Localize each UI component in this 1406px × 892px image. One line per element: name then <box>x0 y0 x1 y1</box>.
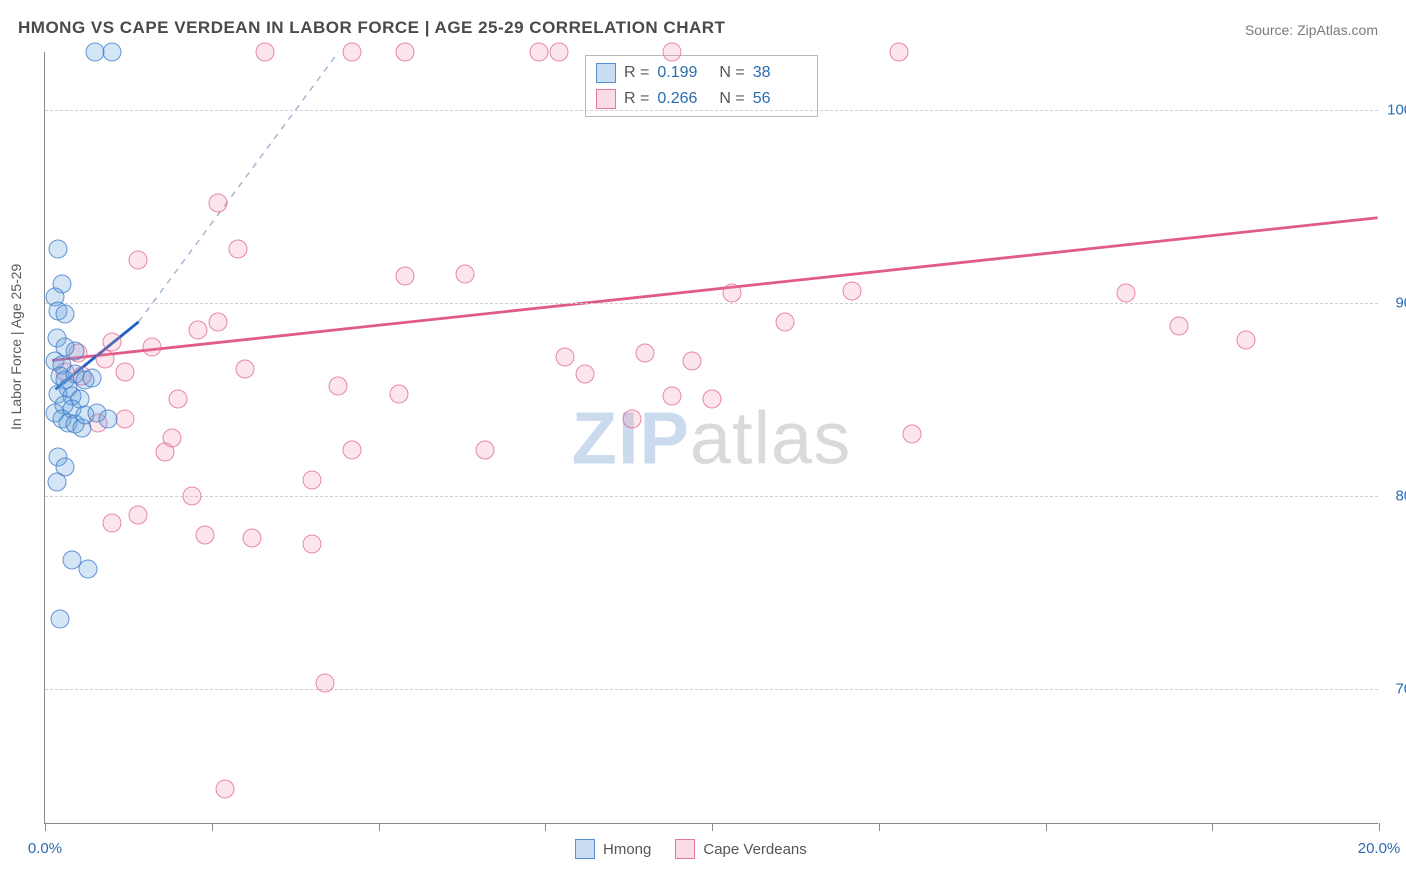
scatter-point <box>56 305 75 324</box>
x-tick <box>1046 823 1047 831</box>
scatter-point <box>556 347 575 366</box>
scatter-point <box>1116 284 1135 303</box>
scatter-point <box>576 365 595 384</box>
chart-title: HMONG VS CAPE VERDEAN IN LABOR FORCE | A… <box>18 18 725 38</box>
series-legend: Hmong Cape Verdeans <box>575 839 807 859</box>
scatter-point <box>622 409 641 428</box>
scatter-point <box>456 264 475 283</box>
x-tick <box>212 823 213 831</box>
scatter-point <box>96 349 115 368</box>
x-tick <box>379 823 380 831</box>
scatter-point <box>156 442 175 461</box>
x-tick <box>712 823 713 831</box>
scatter-point <box>209 193 228 212</box>
scatter-point <box>82 369 101 388</box>
scatter-point <box>48 473 67 492</box>
scatter-point <box>529 43 548 62</box>
scatter-point <box>396 43 415 62</box>
scatter-point <box>889 43 908 62</box>
scatter-point <box>196 525 215 544</box>
scatter-point <box>49 239 68 258</box>
scatter-point <box>316 674 335 693</box>
scatter-point <box>79 560 98 579</box>
scatter-point <box>302 471 321 490</box>
scatter-point <box>476 440 495 459</box>
scatter-point <box>216 780 235 799</box>
scatter-point <box>342 440 361 459</box>
legend-label: Cape Verdeans <box>703 841 806 858</box>
scatter-point <box>662 43 681 62</box>
scatter-point <box>102 513 121 532</box>
scatter-point <box>329 376 348 395</box>
scatter-point <box>302 535 321 554</box>
scatter-point <box>549 43 568 62</box>
scatter-point <box>142 338 161 357</box>
scatter-point <box>182 486 201 505</box>
scatter-point <box>50 610 69 629</box>
scatter-point <box>389 384 408 403</box>
scatter-point <box>723 284 742 303</box>
scatter-point <box>229 239 248 258</box>
scatter-point <box>703 390 722 409</box>
scatter-point <box>102 332 121 351</box>
scatter-point <box>256 43 275 62</box>
source-label: Source: ZipAtlas.com <box>1245 22 1378 38</box>
x-tick-label: 0.0% <box>28 840 62 857</box>
y-tick-label: 70.0% <box>1383 680 1406 697</box>
scatter-point <box>116 363 135 382</box>
scatter-point <box>129 506 148 525</box>
scatter-point <box>342 43 361 62</box>
gridline <box>45 110 1378 111</box>
scatter-point <box>843 282 862 301</box>
scatter-point <box>396 266 415 285</box>
x-tick <box>45 823 46 831</box>
legend-swatch <box>596 63 616 83</box>
scatter-point <box>129 251 148 270</box>
y-axis-label: In Labor Force | Age 25-29 <box>8 264 24 430</box>
stats-legend-row: R = 0.199N = 38 <box>596 60 807 86</box>
trend-lines <box>45 52 1378 823</box>
y-tick-label: 80.0% <box>1383 487 1406 504</box>
x-tick-label: 20.0% <box>1358 840 1401 857</box>
legend-swatch <box>596 89 616 109</box>
stats-legend-row: R = 0.266N = 56 <box>596 86 807 112</box>
legend-item: Hmong <box>575 839 651 859</box>
scatter-point <box>903 425 922 444</box>
legend-item: Cape Verdeans <box>675 839 806 859</box>
x-tick <box>879 823 880 831</box>
scatter-point <box>102 43 121 62</box>
scatter-point <box>776 313 795 332</box>
x-tick <box>545 823 546 831</box>
x-tick <box>1212 823 1213 831</box>
gridline <box>45 303 1378 304</box>
scatter-point <box>1169 317 1188 336</box>
scatter-point <box>236 359 255 378</box>
scatter-point <box>242 529 261 548</box>
scatter-point <box>209 313 228 332</box>
scatter-point <box>116 409 135 428</box>
gridline <box>45 496 1378 497</box>
chart-plot-area: ZIPatlas R = 0.199N = 38R = 0.266N = 56 … <box>44 52 1378 824</box>
x-tick <box>1379 823 1380 831</box>
scatter-point <box>99 409 118 428</box>
legend-swatch <box>675 839 695 859</box>
y-tick-label: 90.0% <box>1383 294 1406 311</box>
scatter-point <box>636 344 655 363</box>
scatter-point <box>189 320 208 339</box>
scatter-point <box>662 386 681 405</box>
stats-legend: R = 0.199N = 38R = 0.266N = 56 <box>585 55 818 117</box>
scatter-point <box>1236 330 1255 349</box>
scatter-point <box>169 390 188 409</box>
gridline <box>45 689 1378 690</box>
scatter-point <box>682 351 701 370</box>
y-tick-label: 100.0% <box>1383 101 1406 118</box>
legend-swatch <box>575 839 595 859</box>
legend-label: Hmong <box>603 841 651 858</box>
